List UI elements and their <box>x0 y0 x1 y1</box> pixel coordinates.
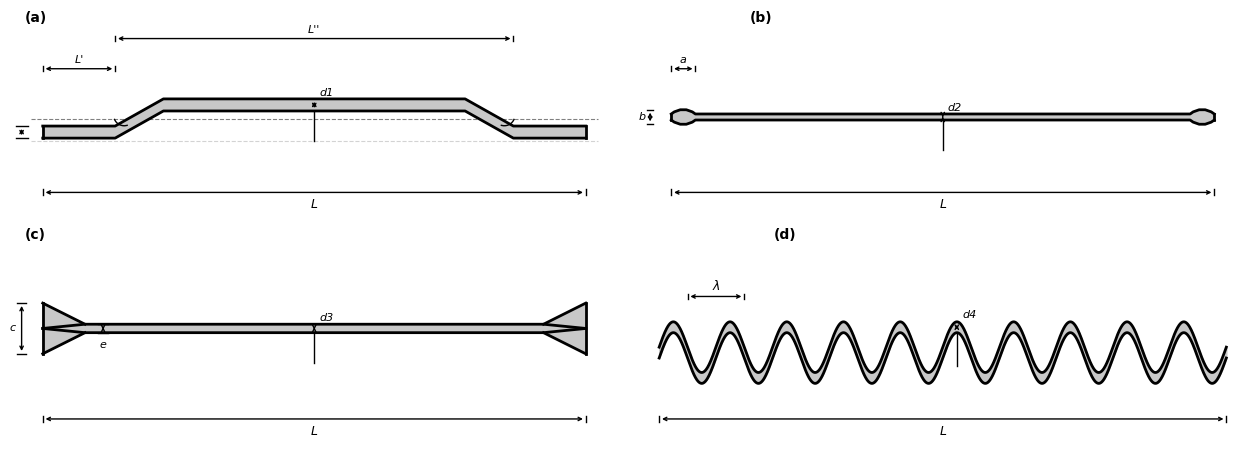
Text: d1: d1 <box>319 88 333 98</box>
Text: c: c <box>10 324 15 333</box>
Polygon shape <box>671 110 1214 124</box>
Text: (c): (c) <box>25 228 45 242</box>
Text: L: L <box>310 198 318 211</box>
Text: b: b <box>639 112 645 122</box>
Text: L: L <box>310 425 318 438</box>
Text: d4: d4 <box>963 310 977 320</box>
Text: L'': L'' <box>308 25 321 35</box>
Text: (d): (d) <box>774 228 797 242</box>
Text: d3: d3 <box>319 313 333 323</box>
Text: L: L <box>939 198 947 211</box>
Text: (b): (b) <box>749 11 772 25</box>
Text: a: a <box>680 55 686 65</box>
Text: L': L' <box>74 55 83 65</box>
Polygon shape <box>543 303 586 354</box>
Text: e: e <box>99 340 107 350</box>
Text: λ: λ <box>713 280 719 293</box>
Text: d2: d2 <box>948 103 962 113</box>
Polygon shape <box>43 303 85 354</box>
Text: L: L <box>939 425 947 438</box>
Polygon shape <box>43 324 586 333</box>
Text: (a): (a) <box>25 11 47 25</box>
Polygon shape <box>43 99 586 138</box>
